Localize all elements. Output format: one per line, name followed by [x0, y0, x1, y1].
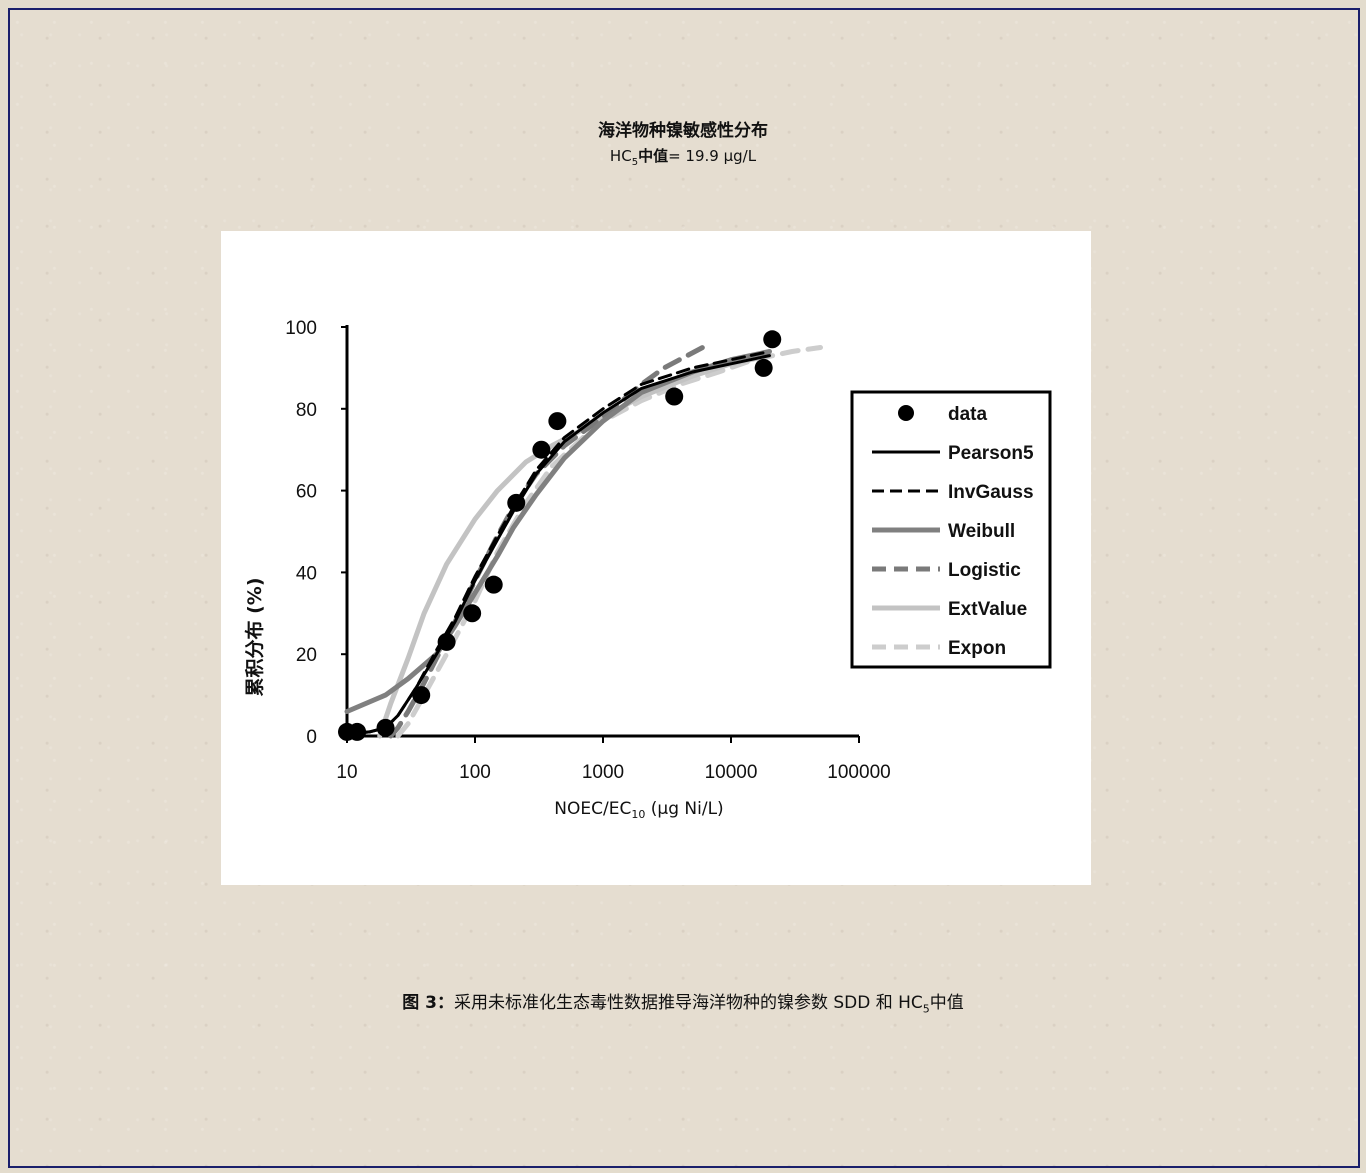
legend-marker-data — [898, 405, 914, 421]
legend-label-pearson5: Pearson5 — [948, 443, 1034, 464]
series-line-pearson5 — [345, 354, 771, 736]
x-tick-label: 10 — [336, 762, 357, 783]
x-axis-label-tail: (µg Ni/L) — [645, 799, 723, 819]
x-tick-label: 10000 — [705, 762, 758, 783]
figure-caption: 图 3：采用未标准化生态毒性数据推导海洋物种的镍参数 SDD 和 HC5中值 — [0, 988, 1366, 1015]
data-point — [376, 718, 395, 737]
data-point — [348, 722, 367, 741]
tick-labels: 0 20 40 60 80 100 10 100 1000 10000 100000 — [285, 318, 890, 783]
curves — [344, 345, 823, 739]
y-tick-label: 60 — [296, 482, 317, 503]
legend: data Pearson5 InvGauss Weibull Logistic ExtVa… — [850, 390, 1052, 669]
caption-label: 图 3 — [402, 993, 437, 1013]
data-point — [463, 604, 482, 623]
y-tick-label: 20 — [296, 645, 317, 666]
y-tick-label: 0 — [306, 727, 317, 748]
series-line-extvalue — [377, 353, 772, 739]
series-line-expon — [395, 345, 823, 739]
subtitle-bold: 中值 — [638, 147, 669, 165]
x-axis-label: NOEC/EC10 (µg Ni/L) — [554, 799, 723, 821]
data-point — [437, 632, 456, 651]
legend-label-logistic: Logistic — [948, 560, 1021, 581]
legend-label-weibull: Weibull — [948, 521, 1015, 542]
plot-panel: 0 20 40 60 80 100 10 100 1000 10000 100000 累积分布 (%… — [221, 231, 1091, 885]
y-tick-label: 100 — [285, 318, 317, 339]
subtitle-sub: 5 — [631, 157, 639, 168]
legend-label-invgauss: InvGauss — [948, 482, 1034, 503]
chart-title: 海洋物种镍敏感性分布 — [598, 121, 768, 141]
data-point — [532, 440, 551, 459]
caption-separator: ： — [436, 993, 454, 1013]
data-point — [665, 387, 684, 406]
y-tick-label: 80 — [296, 400, 317, 421]
subtitle-value: = 19.9 µg/L — [668, 147, 757, 165]
data-point — [507, 493, 526, 512]
data-point — [484, 575, 503, 594]
y-tick-label: 40 — [296, 563, 317, 584]
y-axis-label: 累积分布 (%) — [243, 577, 266, 696]
ssd-chart: 0 20 40 60 80 100 10 100 1000 10000 100000 累积分布 (%… — [243, 318, 1052, 821]
series-line-logistic — [388, 345, 706, 739]
data-point — [763, 330, 782, 349]
caption-sub: 5 — [922, 1002, 930, 1016]
legend-label-expon: Expon — [948, 638, 1006, 659]
chart-subtitle: HC5中值= 19.9 µg/L — [0, 145, 1366, 168]
subtitle-prefix: HC — [609, 147, 632, 165]
legend-label-extvalue: ExtValue — [948, 599, 1027, 620]
x-tick-label: 100000 — [827, 762, 890, 783]
data-point — [754, 358, 773, 377]
data-point — [548, 412, 567, 431]
x-axis-label-main: NOEC/EC — [554, 799, 631, 819]
data-point — [412, 686, 431, 705]
data-points — [338, 330, 782, 741]
x-tick-label: 100 — [459, 762, 491, 783]
caption-tail: 中值 — [929, 993, 964, 1013]
axes — [341, 325, 860, 743]
caption-text: 采用未标准化生态毒性数据推导海洋物种的镍参数 SDD 和 HC — [453, 993, 923, 1013]
legend-label-data: data — [948, 404, 988, 425]
x-tick-label: 1000 — [582, 762, 624, 783]
x-axis-label-sub: 10 — [631, 808, 645, 821]
